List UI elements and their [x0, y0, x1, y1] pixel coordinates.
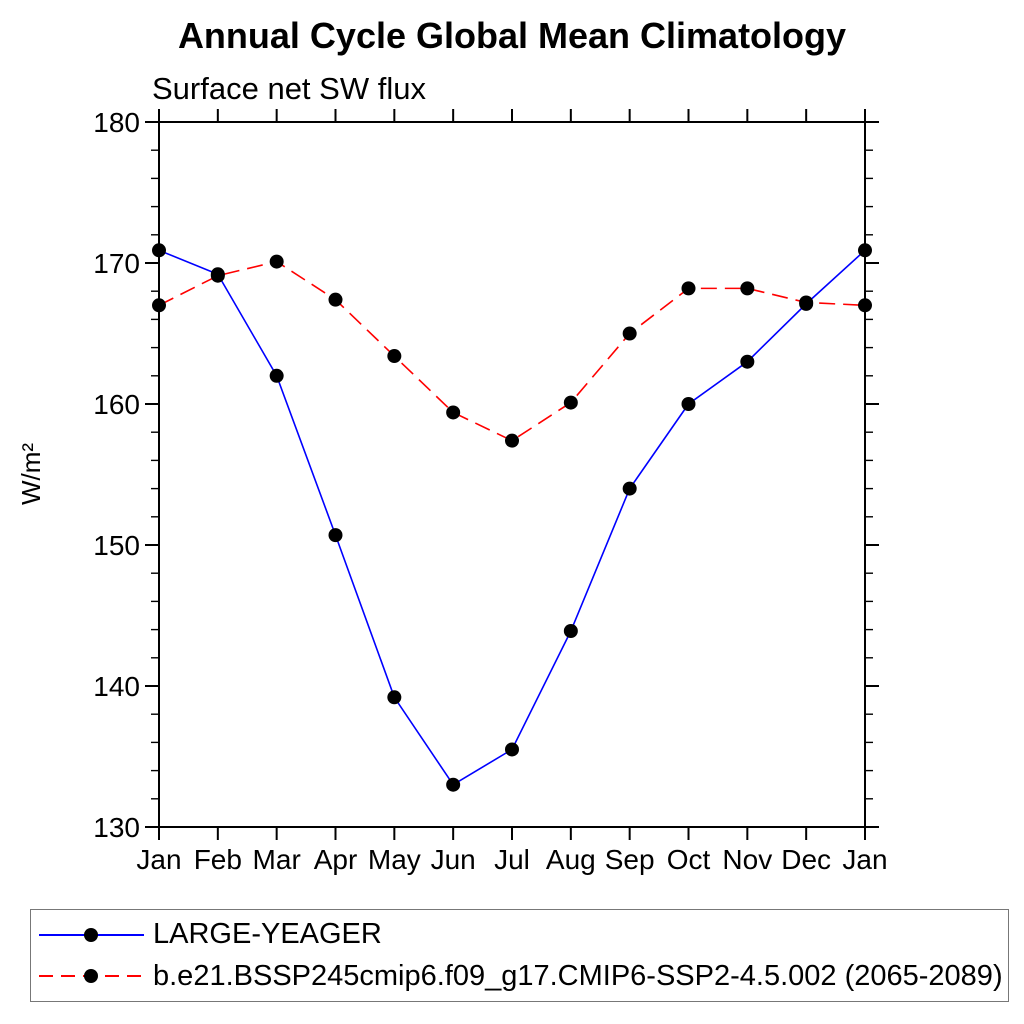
- data-point-marker: [210, 268, 225, 283]
- data-point-marker: [563, 624, 578, 639]
- x-tick-label: Jul: [494, 844, 530, 875]
- x-tick-label: Jun: [431, 844, 476, 875]
- chart-subtitle: Surface net SW flux: [152, 71, 426, 106]
- legend-label: b.e21.BSSP245cmip6.f09_g17.CMIP6-SSP2-4.…: [153, 959, 1003, 992]
- legend-label: LARGE-YEAGER: [153, 918, 382, 951]
- x-tick-label: Jan: [842, 844, 887, 875]
- y-tick-label: 140: [93, 671, 140, 702]
- legend-line-sample-dashed: [39, 969, 144, 984]
- data-point-marker: [446, 405, 461, 420]
- y-tick-label: 150: [93, 530, 140, 561]
- x-tick-label: Jan: [136, 844, 181, 875]
- data-point-marker: [622, 326, 637, 341]
- legend-item-large-yeager: LARGE-YEAGER: [38, 918, 1008, 951]
- y-axis-title: W/m²: [16, 443, 46, 505]
- data-point-marker: [740, 281, 755, 296]
- series-line-0: [158, 249, 866, 786]
- x-tick-label: Aug: [546, 844, 596, 875]
- data-point-marker: [152, 243, 166, 258]
- plot-area: Jan Feb Mar Apr May Jun Jul Aug Sep Oct Nov Dec Jan1…: [93, 107, 887, 875]
- y-tick-label: 130: [93, 812, 140, 843]
- legend: LARGE-YEAGER b.e21.BSSP245cmip6.f09_g17.…: [30, 909, 1009, 1002]
- data-point-marker: [446, 777, 461, 792]
- y-tick-label: 160: [93, 389, 140, 420]
- data-point-marker: [269, 254, 284, 269]
- data-point-marker: [622, 481, 637, 496]
- data-point-marker: [152, 298, 166, 313]
- x-tick-label: Mar: [253, 844, 301, 875]
- x-tick-label: Nov: [722, 844, 772, 875]
- data-point-marker: [681, 281, 696, 296]
- data-point-marker: [858, 243, 872, 258]
- data-point-marker: [858, 298, 872, 313]
- legend-line-sample-solid: [39, 927, 144, 942]
- data-point-marker: [681, 397, 696, 411]
- y-tick-label: 180: [93, 107, 140, 138]
- x-tick-label: Sep: [605, 844, 655, 875]
- plot-svg: Annual Cycle Global Mean Climatology Sur…: [16, 15, 888, 875]
- x-tick-label: Apr: [314, 844, 358, 875]
- legend-item-model-run: b.e21.BSSP245cmip6.f09_g17.CMIP6-SSP2-4.…: [38, 960, 1008, 993]
- x-tick-label: May: [368, 844, 421, 875]
- data-point-marker: [328, 528, 343, 543]
- data-point-marker: [505, 433, 519, 448]
- data-point-marker: [505, 742, 519, 757]
- data-point-marker: [563, 395, 578, 410]
- data-point-marker: [387, 349, 402, 364]
- data-point-marker: [387, 690, 402, 705]
- data-point-marker: [740, 354, 755, 369]
- data-point-marker: [799, 295, 814, 310]
- legend-marker-icon: [84, 969, 98, 984]
- plot-frame: [158, 121, 866, 828]
- x-tick-label: Oct: [667, 844, 711, 875]
- y-tick-label: 170: [93, 248, 140, 279]
- x-tick-label: Feb: [194, 844, 242, 875]
- x-tick-label: Dec: [781, 844, 831, 875]
- legend-marker-icon: [84, 927, 98, 942]
- chart-title: Annual Cycle Global Mean Climatology: [178, 15, 846, 56]
- data-point-marker: [328, 292, 343, 307]
- data-point-marker: [269, 368, 284, 383]
